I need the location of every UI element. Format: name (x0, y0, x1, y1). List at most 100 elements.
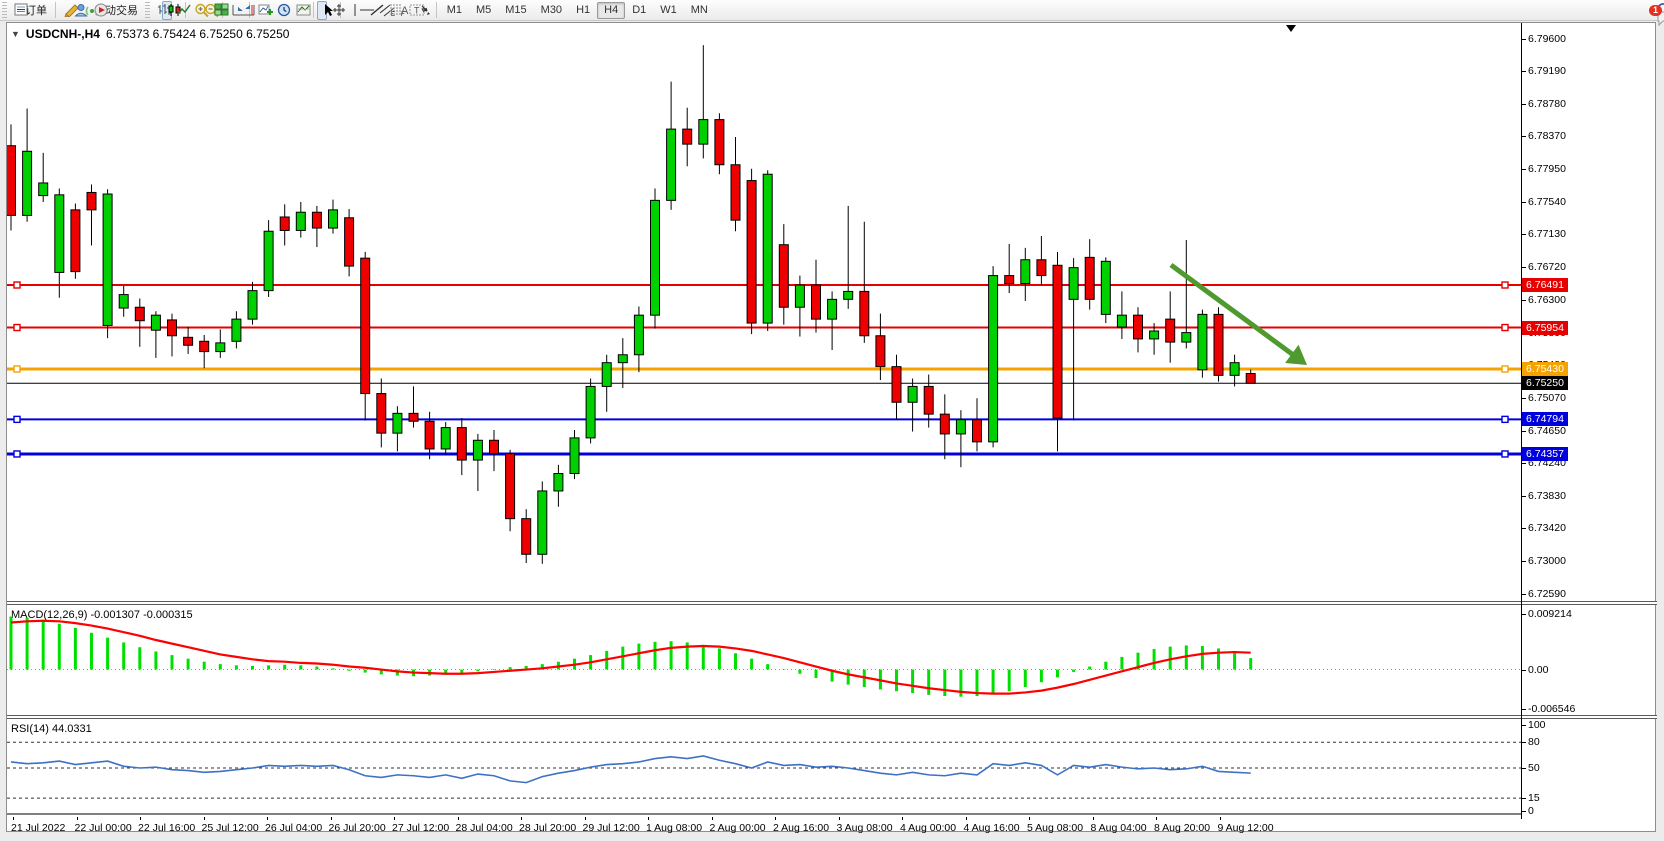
chart-shift-button[interactable] (236, 1, 255, 20)
axis-tick (1521, 234, 1526, 235)
auto-scroll-button[interactable] (226, 1, 244, 20)
price-tick-label: 6.73830 (1528, 490, 1566, 502)
macd-indicator-label: MACD(12,26,9) -0.001307 -0.000315 (11, 609, 193, 621)
rsi-tick-label: 15 (1528, 792, 1540, 804)
price-tick-label: 6.77950 (1528, 163, 1566, 175)
time-tick (457, 817, 459, 820)
time-tick (1156, 817, 1157, 820)
time-tick (76, 817, 78, 820)
main-price-pane[interactable] (7, 23, 1521, 601)
horizontal-line-tool-button[interactable] (354, 1, 374, 20)
bar-chart-mode-button[interactable] (152, 1, 171, 20)
rsi-pane[interactable] (7, 719, 1521, 820)
axis-tick (1521, 300, 1526, 301)
axis-tick (1521, 709, 1526, 710)
time-label: 28 Jul 04:00 (455, 822, 513, 834)
toolbar-separator (435, 2, 437, 18)
rsi-tick-label: 0 (1528, 805, 1534, 817)
time-tick (584, 817, 586, 820)
toolbar-grip[interactable] (145, 2, 150, 18)
axis-tick (1521, 136, 1526, 137)
chart-title-row: ▼ USDCNH-,H4 6.75373 6.75424 6.75250 6.7… (11, 27, 289, 41)
macd-pane[interactable] (7, 605, 1521, 715)
toolbar-separator (185, 2, 186, 18)
arrows-tool-button[interactable]: ▼ (414, 1, 433, 20)
horizontal-line-icon (359, 9, 374, 11)
time-axis[interactable]: 21 Jul 2022 22 Jul 00:00 22 Jul 16:00 25 Ju… (7, 817, 1657, 834)
time-label: 25 Jul 12:00 (201, 822, 259, 834)
vertical-line-tool-button[interactable] (344, 1, 356, 20)
axis-tick (1521, 811, 1526, 812)
time-label: 22 Jul 16:00 (138, 822, 196, 834)
community-button[interactable] (69, 1, 88, 20)
price-tick-label: 6.77540 (1528, 196, 1566, 208)
time-label: 2 Aug 00:00 (709, 822, 766, 834)
arrows-icon (421, 5, 430, 15)
auto-trading-button[interactable]: 自动交易 (89, 1, 143, 20)
price-tag-6.75430: 6.75430 (1522, 362, 1568, 376)
main-toolbar: 新订单 自动交易 (0, 0, 1664, 26)
axis-tick (1521, 725, 1526, 726)
axis-tick (1521, 670, 1526, 671)
svg-text:T: T (414, 6, 420, 16)
timeframe-m1[interactable]: M1 (446, 4, 462, 16)
rsi-tick-label: 100 (1528, 719, 1546, 731)
timeframe-m5[interactable]: M5 (475, 4, 492, 16)
zoom-in-button[interactable] (189, 1, 209, 20)
crosshair-tool-button[interactable] (327, 1, 345, 20)
crosshair-icon (332, 4, 345, 16)
pane-separator[interactable] (7, 715, 1657, 719)
time-tick (775, 817, 776, 820)
time-tick (1219, 817, 1221, 820)
price-tick-label: 6.78780 (1528, 98, 1566, 110)
timeframe-h4[interactable]: H4 (597, 1, 626, 19)
chart-window[interactable]: ▼ USDCNH-,H4 6.75373 6.75424 6.75250 6.7… (6, 22, 1657, 834)
timeframe-m15[interactable]: M15 (505, 4, 527, 16)
time-label: 8 Aug 04:00 (1090, 822, 1147, 834)
chart-dropdown-icon[interactable]: ▼ (11, 29, 20, 39)
time-tick (330, 817, 332, 820)
indicators-button[interactable]: ▼ (253, 1, 273, 20)
time-tick (902, 817, 903, 820)
tile-windows-button[interactable] (209, 1, 229, 20)
time-label: 28 Jul 20:00 (519, 822, 577, 834)
timeframe-m30[interactable]: M30 (540, 4, 563, 16)
toolbar-grip[interactable] (2, 2, 7, 18)
zoom-in-icon (195, 3, 209, 17)
vertical-line-icon (354, 4, 356, 16)
timeframe-w1[interactable]: W1 (660, 4, 677, 16)
axis-tick (1521, 267, 1526, 268)
line-chart-mode-button[interactable] (172, 1, 191, 20)
time-tick (648, 817, 649, 820)
timeframe-toolbar: M1 M5 M15 M30 H1 H4 D1 W1 MN (440, 1, 715, 19)
time-label: 4 Aug 00:00 (900, 822, 957, 834)
cursor-tool-button[interactable] (316, 0, 333, 20)
macd-tick-label: 0.00 (1528, 664, 1549, 676)
chart-shift-icon (243, 5, 255, 16)
metaeditor-button[interactable] (59, 1, 79, 20)
trendline-tool-button[interactable] (364, 1, 384, 20)
timeframe-mn[interactable]: MN (690, 4, 708, 16)
timeframe-d1[interactable]: D1 (632, 4, 647, 16)
axis-tick (1521, 71, 1526, 72)
time-label: 27 Jul 12:00 (392, 822, 450, 834)
timeframe-h1[interactable]: H1 (576, 4, 591, 16)
price-tick-label: 6.72590 (1528, 588, 1566, 600)
time-label: 26 Jul 20:00 (328, 822, 386, 834)
price-tick-label: 6.73420 (1528, 522, 1566, 534)
fibonacci-tool-button[interactable]: F (384, 1, 405, 20)
axis-tick (1521, 39, 1526, 40)
price-tick-label: 6.78370 (1528, 130, 1566, 142)
price-tag-6.75250: 6.75250 (1522, 376, 1568, 390)
price-tick-label: 6.77130 (1528, 228, 1566, 240)
templates-button[interactable]: ▼ (291, 1, 311, 20)
price-tick-label: 6.76720 (1528, 261, 1566, 273)
periods-button[interactable]: ▼ (272, 1, 291, 20)
text-tool-button[interactable]: A (394, 1, 409, 20)
time-label: 1 Aug 08:00 (646, 822, 703, 834)
axis-tick (1521, 742, 1526, 743)
new-order-button[interactable]: 新订单 (9, 1, 52, 20)
time-label: 5 Aug 08:00 (1027, 822, 1084, 834)
pane-separator[interactable] (7, 601, 1657, 605)
